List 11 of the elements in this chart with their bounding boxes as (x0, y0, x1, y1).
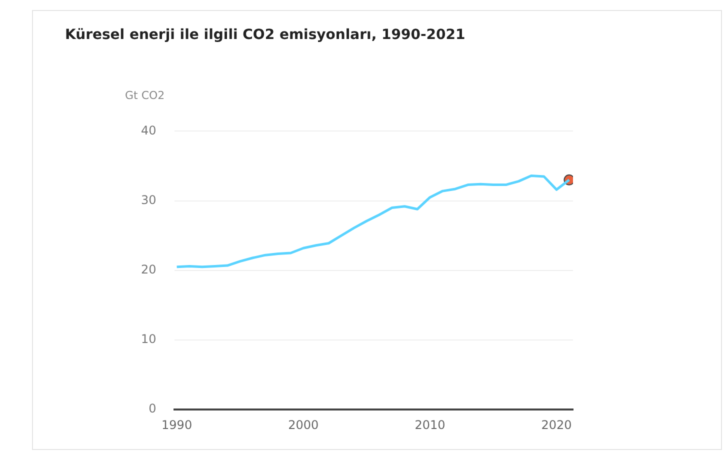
x-tick-label: 2000 (288, 418, 319, 432)
x-tick-label: 2010 (414, 418, 446, 432)
y-tick-label: 30 (140, 192, 156, 207)
x-tick-label: 2020 (541, 418, 572, 432)
x-tick-label: 1990 (162, 418, 192, 432)
y-axis-title: Gt CO2 (125, 89, 165, 102)
y-tick-label: 20 (140, 262, 156, 277)
y-tick-label: 10 (140, 332, 156, 346)
y-tick-label: 40 (140, 123, 156, 138)
chart-title: Küresel enerji ile ilgili CO2 emisyonları, 1990-2021 (65, 27, 466, 43)
y-tick-label: 0 (148, 402, 156, 416)
